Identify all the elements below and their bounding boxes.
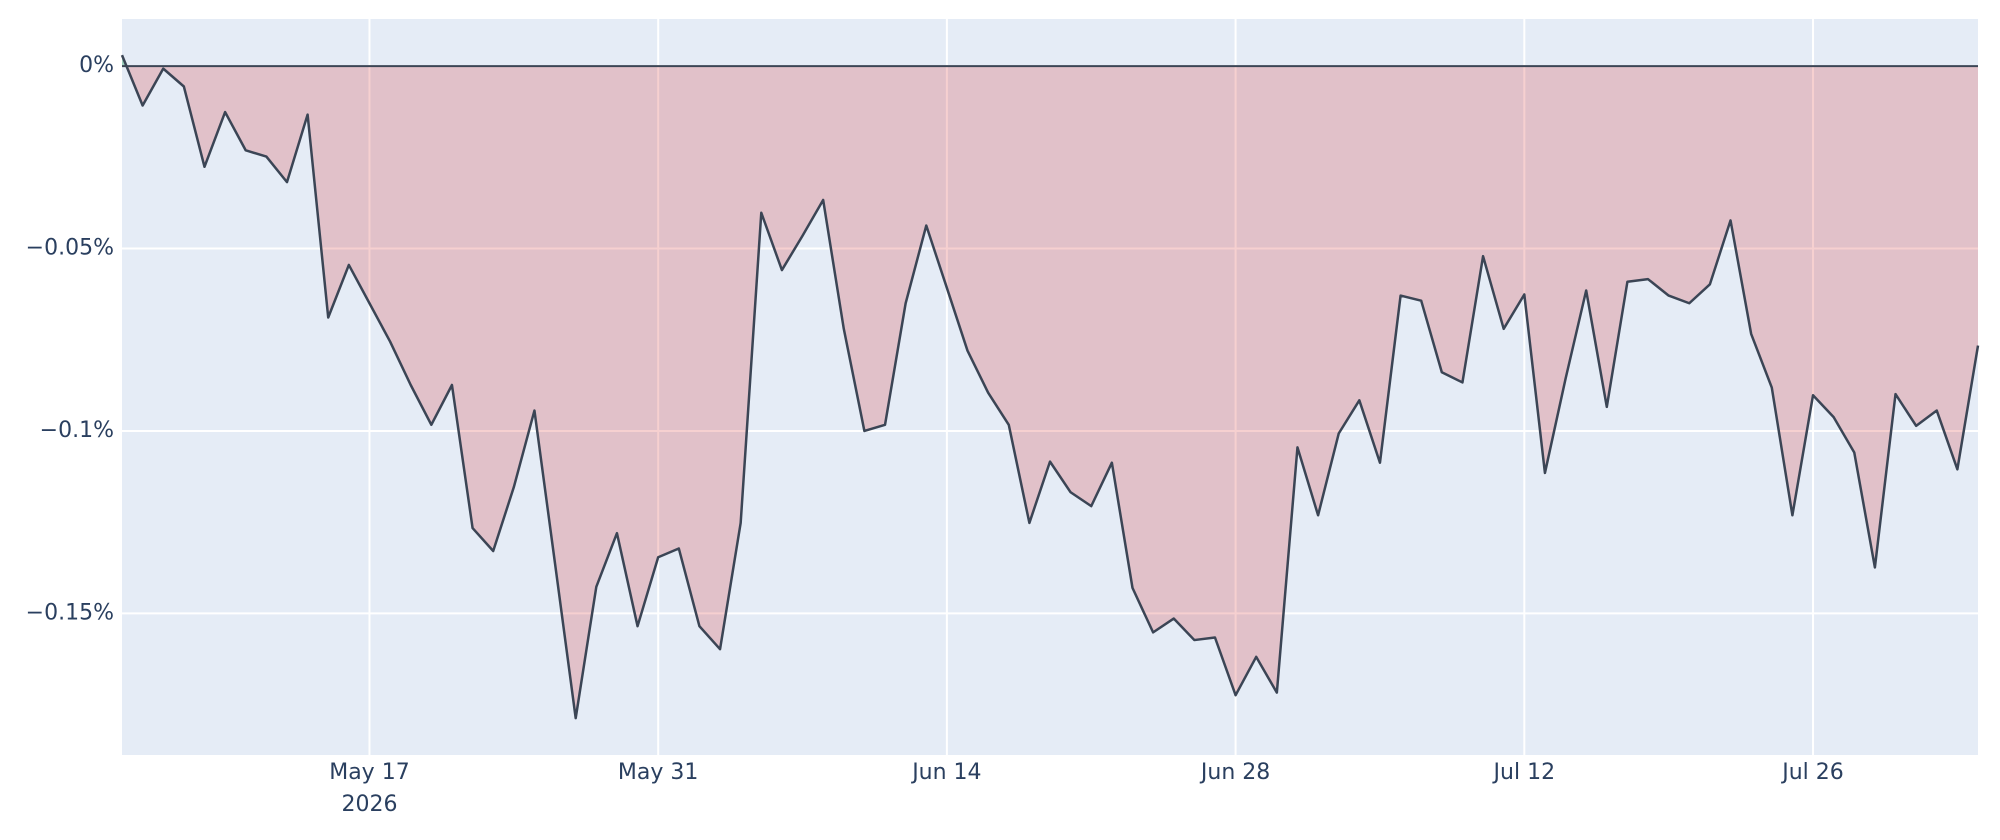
x-tick-label: Jun 14	[910, 760, 981, 785]
y-tick-label: −0.15%	[26, 600, 114, 625]
y-tick-label: 0%	[79, 53, 114, 78]
y-tick-label: −0.1%	[40, 418, 114, 443]
x-tick-label: May 31	[618, 760, 698, 785]
plot-area	[122, 19, 1978, 755]
y-tick-label: −0.05%	[26, 236, 114, 261]
x-tick-label: May 17	[329, 760, 409, 785]
x-tick-label: Jul 26	[1780, 760, 1844, 785]
x-tick-label: Jun 28	[1199, 760, 1270, 785]
negative-fill	[122, 66, 1978, 719]
drawdown-line	[120, 54, 1980, 720]
x-tick-label: Jul 12	[1492, 760, 1556, 785]
x-tick-sublabel: 2026	[341, 792, 397, 817]
